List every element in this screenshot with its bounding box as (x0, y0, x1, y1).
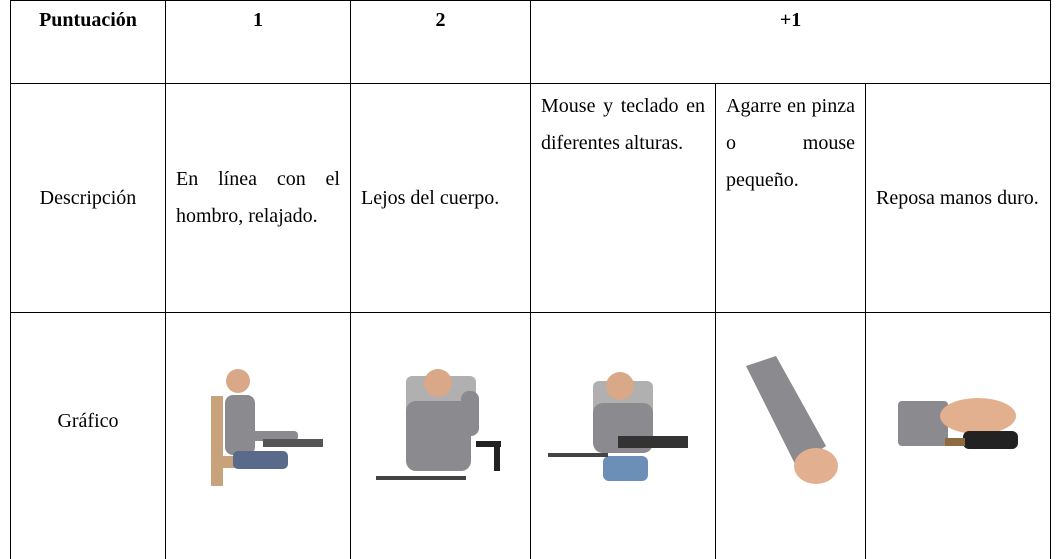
illustration (893, 386, 1023, 466)
graphic-cell (866, 313, 1051, 559)
illustration (736, 356, 846, 496)
description-cell: Reposa manos duro. (866, 84, 1051, 313)
description-cell: Lejos del cuerpo. (351, 84, 531, 313)
description-cell: Agarre en pinza o mouse pequeño. (716, 84, 866, 313)
graphic-row: Gráfico (11, 313, 1051, 559)
header-cell: Puntuación (11, 1, 166, 84)
illustration (548, 361, 698, 491)
score-table: Puntuación 1 2 +1 Descripción En línea c… (10, 0, 1051, 559)
row-label: Gráfico (11, 313, 166, 559)
header-cell: +1 (531, 1, 1051, 84)
illustration (193, 361, 323, 491)
graphic-cell (531, 313, 716, 559)
row-label: Descripción (11, 84, 166, 313)
header-cell: 1 (166, 1, 351, 84)
header-row: Puntuación 1 2 +1 (11, 1, 1051, 84)
description-row: Descripción En línea con el hombro, rela… (11, 84, 1051, 313)
header-cell: 2 (351, 1, 531, 84)
graphic-cell (716, 313, 866, 559)
page: {"table": {"header": ["Puntuación", "1",… (0, 0, 1060, 518)
description-cell: En línea con el hombro, relajado. (166, 84, 351, 313)
graphic-cell (166, 313, 351, 559)
description-cell: Mouse y teclado en diferentes alturas. (531, 84, 716, 313)
illustration (376, 361, 506, 491)
graphic-cell (351, 313, 531, 559)
